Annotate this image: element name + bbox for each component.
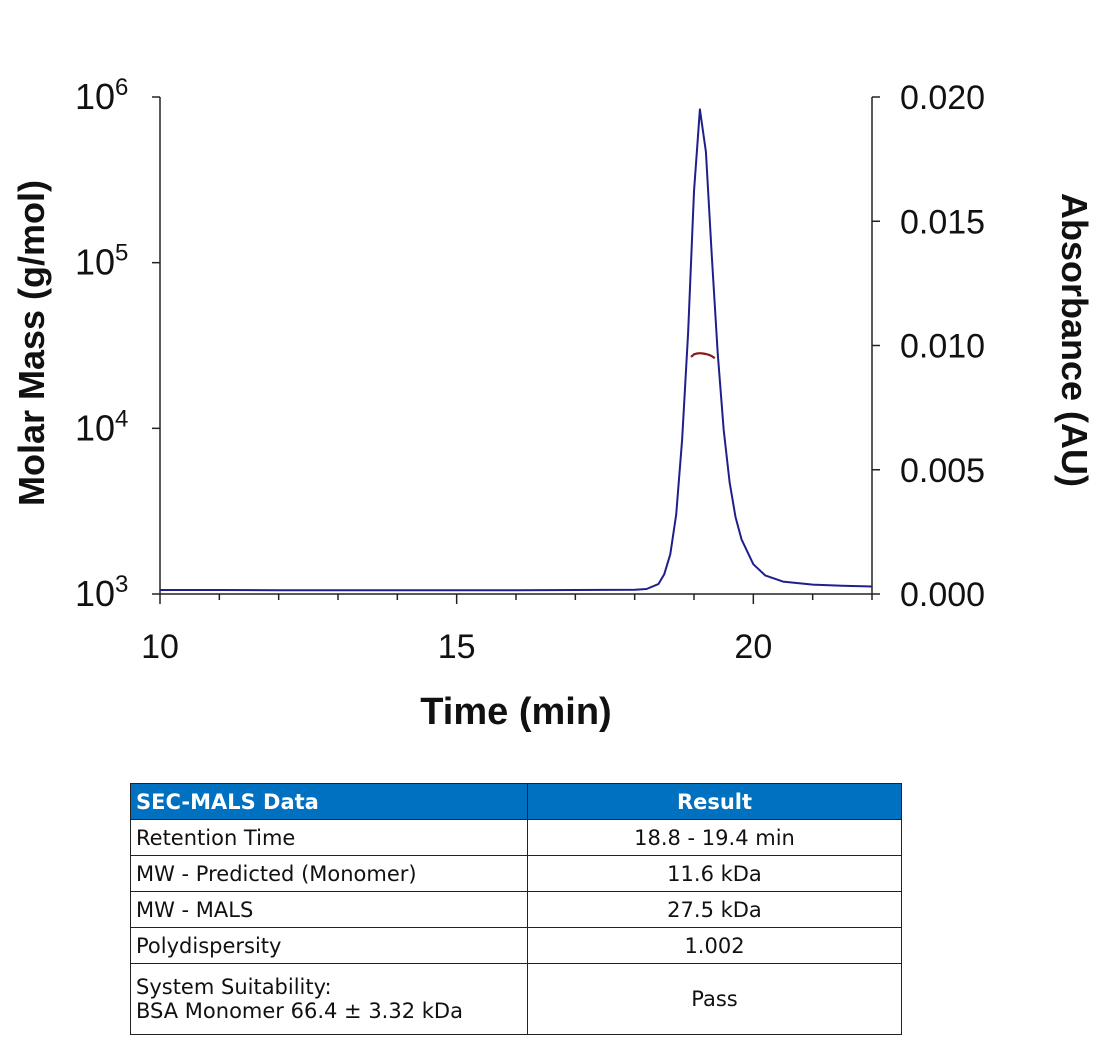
- sec-mals-results-table: SEC-MALS Data Result Retention Time 18.8…: [130, 783, 902, 1035]
- row-label: MW - Predicted (Monomer): [130, 855, 528, 892]
- table-row: MW - Predicted (Monomer) 11.6 kDa: [130, 855, 902, 892]
- table-row: MW - MALS 27.5 kDa: [130, 891, 902, 928]
- absorbance-series-line: [160, 108, 873, 592]
- y-right-tick-label: 0.000: [900, 576, 985, 614]
- row-value: 18.8 - 19.4 min: [527, 819, 902, 856]
- header-result: Result: [527, 783, 902, 820]
- x-tick-label: 20: [734, 628, 772, 666]
- x-tick-label: 15: [438, 628, 476, 666]
- row-label: Retention Time: [130, 819, 528, 856]
- row-label-line1: System Suitability:: [136, 975, 332, 999]
- y-right-tick-label: 0.010: [900, 328, 985, 366]
- x-tick-label: 10: [141, 628, 179, 666]
- y-right-tick-label: 0.005: [900, 452, 985, 490]
- y-left-tick-label: 104: [75, 405, 128, 448]
- table-row: Retention Time 18.8 - 19.4 min: [130, 819, 902, 856]
- row-label: System Suitability: BSA Monomer 66.4 ± 3…: [130, 963, 528, 1035]
- results-table-container: SEC-MALS Data Result Retention Time 18.8…: [130, 783, 902, 1035]
- molar-mass-series-line: [690, 352, 716, 360]
- row-label-line2: BSA Monomer 66.4 ± 3.32 kDa: [136, 999, 463, 1023]
- table-header-row: SEC-MALS Data Result: [130, 783, 902, 820]
- y-right-tick-label: 0.015: [900, 203, 985, 241]
- y-right-tick-label: 0.020: [900, 79, 985, 117]
- header-sec-mals-data: SEC-MALS Data: [130, 783, 528, 820]
- row-value: 1.002: [527, 927, 902, 964]
- row-value: 27.5 kDa: [527, 891, 902, 928]
- chart-axes: 10 15 20 106 105 104 103 0.000 0.005 0.010 0.015 0.…: [75, 74, 985, 666]
- row-label: MW - MALS: [130, 891, 528, 928]
- chart-series: [160, 108, 873, 592]
- y-left-tick-label: 106: [75, 74, 128, 117]
- sec-mals-chart: 10 15 20 106 105 104 103 0.000 0.005 0.010 0.015 0.…: [11, 74, 1093, 733]
- row-value: Pass: [527, 963, 902, 1035]
- table-row: Polydispersity 1.002: [130, 927, 902, 964]
- y-axis-right-label: Absorbance (AU): [1054, 193, 1093, 487]
- row-label: Polydispersity: [130, 927, 528, 964]
- y-axis-left-label: Molar Mass (g/mol): [11, 180, 52, 506]
- y-left-tick-label: 105: [75, 240, 128, 283]
- y-left-tick-label: 103: [75, 571, 128, 614]
- x-axis-label: Time (min): [420, 691, 611, 733]
- row-value: 11.6 kDa: [527, 855, 902, 892]
- table-row: System Suitability: BSA Monomer 66.4 ± 3…: [130, 963, 902, 1035]
